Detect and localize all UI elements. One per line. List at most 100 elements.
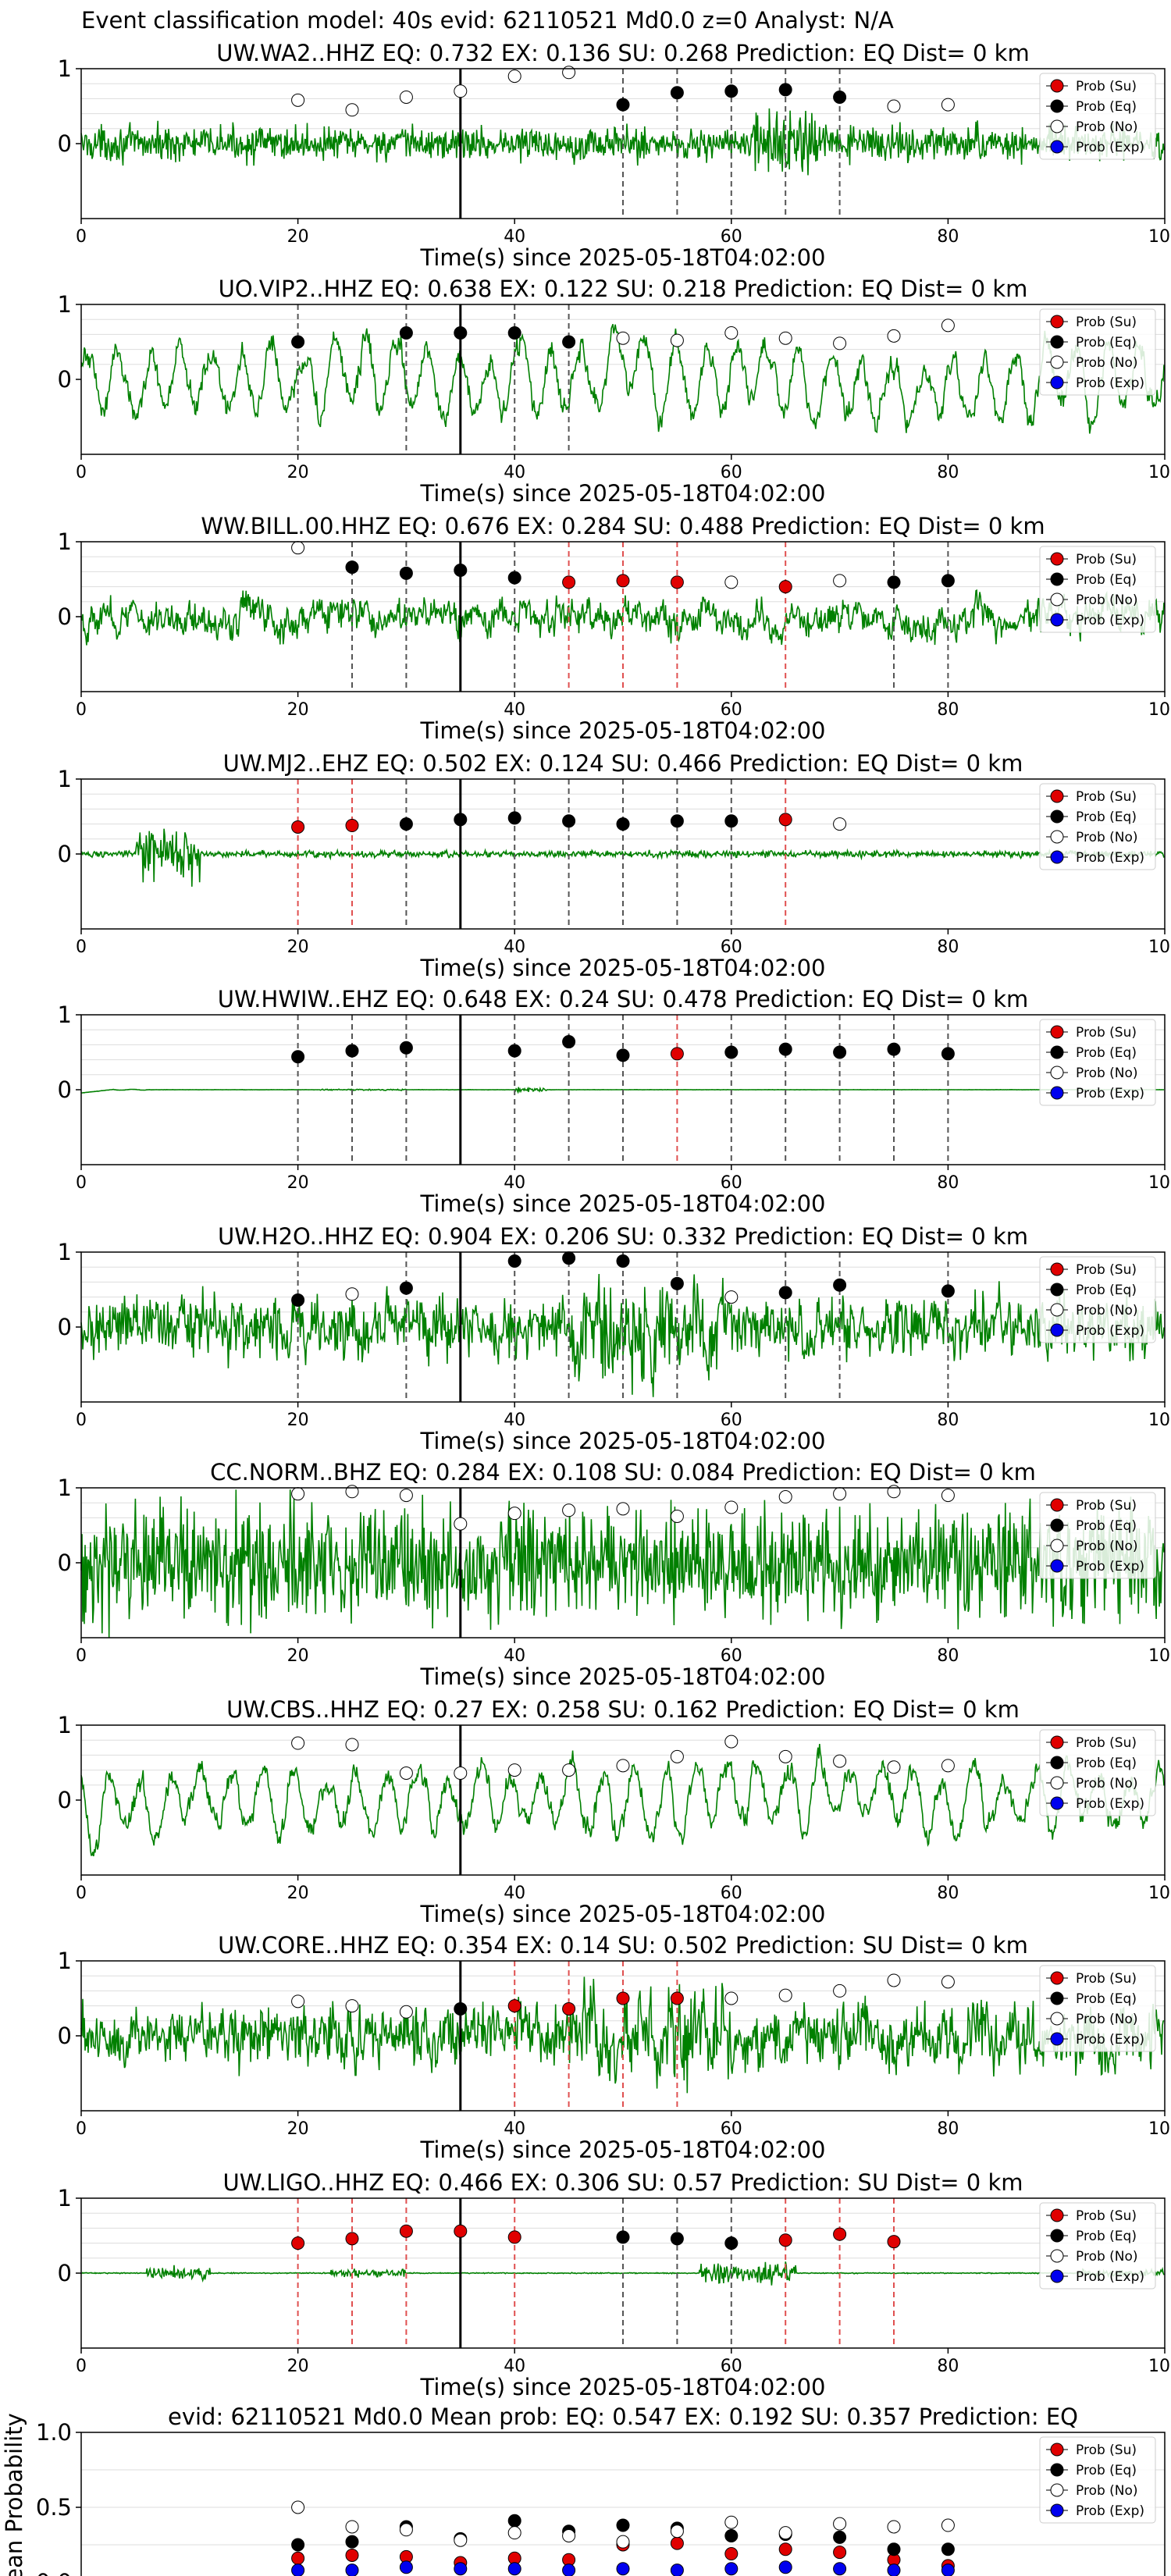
legend-label-su: Prob (Su)	[1076, 1262, 1137, 1278]
legend-marker-su	[1050, 1498, 1064, 1512]
legend-marker-no	[1050, 2012, 1064, 2026]
legend-marker-no	[1050, 592, 1064, 607]
prob-marker-eq	[291, 1293, 305, 1307]
prob-marker-eq	[345, 560, 359, 575]
x-tick-label: 80	[937, 700, 959, 720]
mean-marker-exp	[941, 2564, 955, 2576]
prob-marker-eq	[399, 1041, 413, 1055]
legend-marker-exp	[1050, 375, 1064, 390]
prob-marker-su	[616, 1991, 630, 2005]
waveform-trace	[80, 1086, 1164, 1094]
prob-marker-su	[454, 2224, 468, 2238]
prob-marker-eq	[941, 574, 955, 588]
legend-marker-eq	[1050, 1756, 1064, 1770]
y-tick-label: 1	[58, 1475, 72, 1501]
prob-marker-no	[833, 1984, 847, 1998]
legend-label-exp: Prob (Exp)	[1076, 1086, 1144, 1101]
legend-label-exp: Prob (Exp)	[1076, 613, 1144, 628]
prob-marker-eq	[833, 1045, 847, 1059]
legend-label-no: Prob (No)	[1076, 119, 1138, 135]
mean-marker-eq	[941, 2542, 955, 2556]
prob-marker-eq	[670, 814, 684, 828]
mean-marker-no	[399, 2523, 413, 2537]
legend-label-exp: Prob (Exp)	[1076, 1796, 1144, 1812]
prob-marker-eq	[616, 1048, 630, 1062]
legend-marker-exp	[1050, 1796, 1064, 1810]
x-tick-label: 60	[721, 1173, 742, 1193]
x-axis-label: Time(s) since 2025-05-18T04:02:00	[420, 1428, 826, 1454]
waveform-panel: UW.MJ2..EHZ EQ: 0.502 EX: 0.124 SU: 0.46…	[58, 750, 1171, 981]
x-tick-label: 80	[937, 463, 959, 482]
legend-marker-su	[1050, 552, 1064, 566]
prob-marker-su	[507, 2230, 521, 2244]
x-axis-label: Time(s) since 2025-05-18T04:02:00	[420, 1663, 826, 1690]
prob-marker-su	[291, 2236, 305, 2250]
legend-label-no: Prob (No)	[1076, 830, 1138, 845]
legend-label-no: Prob (No)	[1076, 592, 1138, 608]
legend-label-eq: Prob (Eq)	[1076, 572, 1137, 588]
prob-marker-eq	[724, 1045, 739, 1059]
prob-marker-eq	[507, 811, 521, 825]
legend-marker-eq	[1050, 99, 1064, 113]
prob-marker-eq	[507, 1044, 521, 1058]
legend-marker-no	[1050, 1066, 1064, 1080]
prob-marker-no	[941, 1975, 955, 1989]
legend-box	[1039, 2202, 1156, 2290]
prob-marker-no	[833, 574, 847, 588]
prob-marker-su	[670, 1991, 684, 2005]
prob-marker-eq	[399, 817, 413, 831]
mean-marker-exp	[454, 2562, 468, 2576]
legend-label-su: Prob (Su)	[1076, 1971, 1137, 1987]
y-tick-label: 0	[58, 1314, 72, 1340]
mean-marker-exp	[616, 2562, 630, 2576]
prob-marker-eq	[562, 1035, 576, 1049]
legend-marker-su	[1050, 2443, 1064, 2457]
prob-marker-su	[833, 2227, 847, 2241]
mean-marker-exp	[724, 2562, 739, 2576]
y-tick-label: 1.0	[36, 2419, 72, 2446]
prob-marker-no	[507, 1507, 521, 1521]
legend-marker-no	[1050, 119, 1064, 133]
prob-marker-no	[616, 1759, 630, 1773]
waveform-panel: UW.WA2..HHZ EQ: 0.732 EX: 0.136 SU: 0.26…	[58, 40, 1171, 271]
x-axis-label: Time(s) since 2025-05-18T04:02:00	[420, 717, 826, 744]
legend-label-su: Prob (Su)	[1076, 79, 1137, 94]
legend-marker-exp	[1050, 2032, 1064, 2046]
prob-marker-su	[778, 580, 792, 594]
prob-marker-no	[941, 98, 955, 112]
y-tick-label: 1	[58, 1239, 72, 1265]
x-tick-label: 100	[1148, 2357, 1171, 2376]
legend-label-su: Prob (Su)	[1076, 2443, 1137, 2458]
prob-marker-no	[345, 1999, 359, 2013]
mean-marker-no	[454, 2533, 468, 2547]
prob-marker-no	[562, 66, 576, 80]
legend-marker-eq	[1050, 809, 1064, 824]
prob-marker-eq	[345, 1044, 359, 1058]
x-axis-label: Time(s) since 2025-05-18T04:02:00	[420, 1901, 826, 1927]
y-tick-label: 1	[58, 1712, 72, 1738]
x-axis-label: Time(s) since 2025-05-18T04:02:00	[420, 2374, 826, 2400]
x-tick-label: 100	[1148, 2119, 1171, 2139]
x-tick-label: 80	[937, 1884, 959, 1903]
prob-marker-no	[399, 90, 413, 104]
mean-marker-exp	[887, 2564, 901, 2576]
prob-marker-eq	[833, 90, 847, 104]
x-tick-label: 20	[287, 700, 309, 720]
prob-marker-eq	[778, 83, 792, 97]
prob-marker-no	[778, 1490, 792, 1504]
legend-marker-no	[1050, 2483, 1064, 2497]
x-tick-label: 80	[937, 1646, 959, 1666]
prob-marker-no	[454, 1517, 468, 1531]
prob-marker-eq	[454, 813, 468, 827]
x-tick-label: 0	[76, 938, 87, 957]
x-tick-label: 80	[937, 2119, 959, 2139]
axes-frame	[80, 1724, 1166, 1876]
x-tick-label: 0	[76, 2357, 87, 2376]
x-tick-label: 40	[504, 1173, 525, 1193]
y-tick-label: 0	[58, 2260, 72, 2286]
mean-marker-no	[616, 2535, 630, 2549]
legend-label-no: Prob (No)	[1076, 1539, 1138, 1554]
prob-marker-no	[887, 1973, 901, 1987]
y-tick-label: 1	[58, 1002, 72, 1028]
legend-marker-no	[1050, 830, 1064, 844]
